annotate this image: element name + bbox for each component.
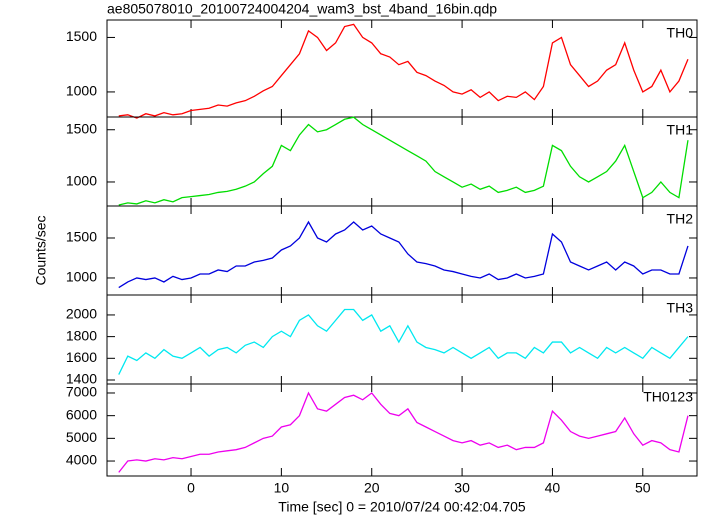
chart-title: ae805078010_20100724004204_wam3_bst_4ban… [107, 1, 497, 17]
y-tick-label: 7000 [66, 384, 97, 400]
x-axis-label: Time [sec] 0 = 2010/07/24 00:42:04.705 [278, 499, 526, 515]
y-tick-label: 1000 [66, 269, 97, 285]
x-tick-label: 20 [364, 480, 380, 496]
y-tick-label: 1500 [66, 229, 97, 245]
panel-label: TH2 [667, 211, 694, 227]
y-tick-label: 1600 [66, 349, 97, 365]
x-tick-label: 30 [454, 480, 470, 496]
y-tick-label: 2000 [66, 306, 97, 322]
data-line [118, 116, 689, 206]
panel-frame [106, 383, 698, 477]
data-line [118, 220, 689, 289]
y-tick-label: 4000 [66, 452, 97, 468]
panel-label: TH0123 [643, 389, 693, 405]
y-tick-label: 1800 [66, 327, 97, 343]
y-tick-label: 1500 [66, 28, 97, 44]
y-tick-label: 6000 [66, 406, 97, 422]
x-tick-label: 0 [187, 480, 195, 496]
data-line [118, 391, 689, 473]
y-tick-label: 1000 [66, 173, 97, 189]
y-tick-label: 1400 [66, 371, 97, 387]
panel-label: TH1 [667, 122, 694, 138]
y-axis-label: Counts/sec [33, 215, 49, 285]
data-line [118, 308, 689, 375]
panel-label: TH0 [667, 25, 694, 41]
x-tick-label: 50 [635, 480, 651, 496]
y-tick-label: 5000 [66, 429, 97, 445]
data-line [118, 23, 689, 119]
y-tick-label: 1000 [66, 83, 97, 99]
y-tick-label: 1500 [66, 120, 97, 136]
panel-label: TH3 [667, 300, 694, 316]
x-tick-label: 40 [545, 480, 561, 496]
x-tick-label: 10 [274, 480, 290, 496]
